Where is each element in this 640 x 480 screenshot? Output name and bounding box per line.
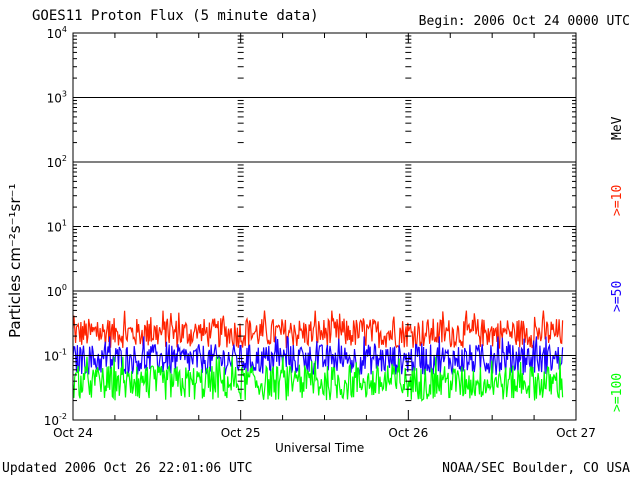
- legend-series-50: >=50: [610, 280, 625, 312]
- legend-series-100: >=100: [610, 372, 625, 412]
- x-tick-label-1: Oct 25: [221, 426, 261, 440]
- credit-text: NOAA/SEC Boulder, CO USA: [442, 461, 630, 476]
- chart-title: GOES11 Proton Flux (5 minute data): [32, 8, 319, 24]
- legend-unit-mev: MeV: [610, 116, 625, 140]
- y-tick-label-2: 100: [47, 283, 67, 299]
- y-tick-label-1: 10-1: [44, 348, 67, 364]
- begin-time: Begin: 2006 Oct 24 0000 UTC: [418, 14, 630, 29]
- updated-timestamp: Updated 2006 Oct 26 22:01:06 UTC: [2, 461, 253, 476]
- series-line-1: [72, 336, 564, 376]
- y-tick-label-6: 104: [47, 25, 67, 41]
- x-tick-label-2: Oct 26: [388, 426, 428, 440]
- series-line-2: [72, 356, 564, 402]
- y-tick-label-5: 103: [47, 90, 67, 106]
- series-line-0: [72, 310, 564, 350]
- y-tick-label-4: 102: [47, 154, 67, 170]
- y-axis-label: Particles cm⁻²s⁻¹sr⁻¹: [6, 183, 24, 338]
- x-tick-label-0: Oct 24: [53, 426, 93, 440]
- y-tick-label-3: 101: [47, 219, 67, 235]
- x-axis-label: Universal Time: [275, 441, 365, 455]
- legend-series-10: >=10: [610, 184, 625, 216]
- x-tick-label-3: Oct 27: [556, 426, 596, 440]
- y-tick-label-0: 10-2: [44, 412, 67, 428]
